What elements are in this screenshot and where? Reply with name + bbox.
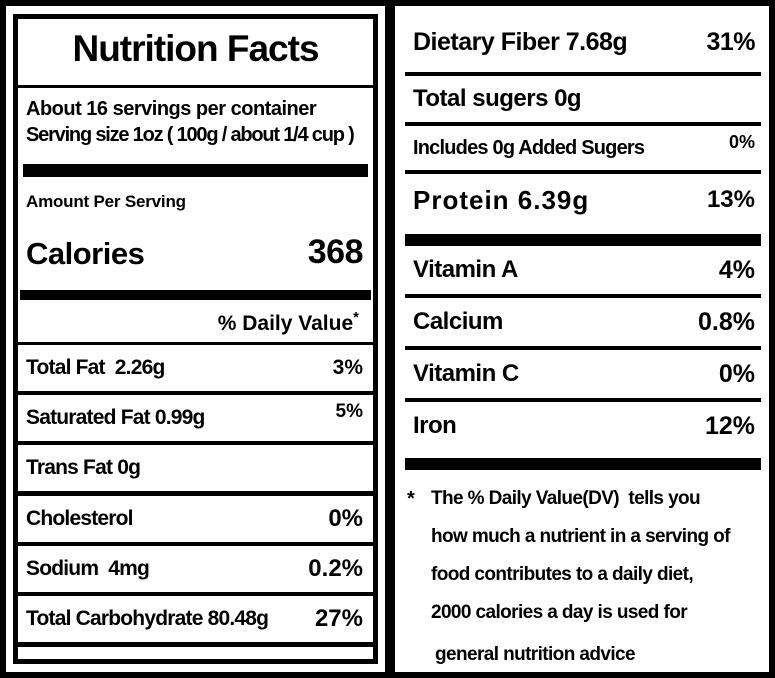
divider-rule <box>18 391 373 395</box>
nutrient-percent: 0% <box>718 359 755 388</box>
divider-rule <box>18 491 373 496</box>
serving-size: Serving size 1oz ( 100g / about 1/4 cup … <box>26 124 355 146</box>
divider-rule <box>405 398 761 402</box>
daily-value-footnote: * The % Daily Value(DV) tells you how mu… <box>405 480 761 672</box>
divider-rule <box>405 122 761 126</box>
footnote-asterisk: * <box>407 488 415 510</box>
thick-separator-bar <box>20 290 371 300</box>
divider-rule <box>405 346 761 350</box>
nutrient-percent: 0.8% <box>698 307 755 336</box>
divider-rule <box>18 542 373 546</box>
divider-rule <box>18 642 373 647</box>
nutrient-name: Vitamin A <box>413 256 518 283</box>
divider-rule <box>405 170 761 174</box>
nutrient-percent: 3% <box>332 356 363 379</box>
nutrient-row-cholesterol: Cholesterol 0% <box>18 496 373 542</box>
calories-row: Calories 368 <box>18 224 373 276</box>
nutrient-row-added-sugars: Includes 0g Added Sugers 0% <box>405 126 761 170</box>
nutrient-name: Calcium <box>413 308 503 335</box>
nutrient-row-dietary-fiber: Dietary Fiber 7.68g 31% <box>405 6 761 72</box>
column-divider <box>385 6 395 672</box>
daily-value-asterisk: * <box>353 309 359 326</box>
nutrient-name: Cholesterol <box>26 507 134 530</box>
left-panel: Nutrition Facts About 16 servings per co… <box>6 6 385 672</box>
nutrient-row-vitamin-a: Vitamin A 4% <box>405 246 761 294</box>
nutrient-row-trans-fat: Trans Fat 0g <box>18 445 373 491</box>
nutrient-row-saturated-fat: Saturated Fat 0.99g 5% <box>18 395 373 441</box>
nutrient-percent: 12% <box>704 411 755 440</box>
nutrient-name: Total sugers 0g <box>413 85 582 112</box>
daily-value-header-text: % Daily Value <box>217 312 354 335</box>
nutrient-name: Trans Fat 0g <box>26 456 141 479</box>
nutrient-name: Dietary Fiber 7.68g <box>413 27 628 56</box>
divider-rule <box>405 72 761 76</box>
thick-separator-bar <box>23 164 368 177</box>
nutrient-name: Saturated Fat 0.99g <box>26 406 205 429</box>
nutrient-row-total-sugars: Total sugers 0g <box>405 76 761 122</box>
nutrient-name: Sodium 4mg <box>26 557 150 580</box>
calories-value: 368 <box>307 233 364 271</box>
nutrient-row-protein: Protein 6.39g 13% <box>405 174 761 226</box>
nutrient-name: Vitamin C <box>413 360 519 387</box>
divider-rule <box>405 294 761 298</box>
nutrient-percent: 5% <box>335 401 363 422</box>
nutrient-name: Includes 0g Added Sugers <box>413 136 645 159</box>
nutrient-name: Protein 6.39g <box>413 184 590 215</box>
footnote-line: 2000 calories a day is used for <box>431 602 688 623</box>
nutrient-percent: 13% <box>706 186 755 213</box>
divider-rule <box>18 441 373 445</box>
footnote-line: general nutrition advice <box>435 644 636 665</box>
thick-separator-bar <box>405 458 761 470</box>
divider-rule <box>18 85 373 88</box>
thick-separator-bar <box>405 234 761 246</box>
nutrient-row-iron: Iron 12% <box>405 402 761 450</box>
nutrient-row-calcium: Calcium 0.8% <box>405 298 761 346</box>
nutrient-name: Iron <box>413 412 457 439</box>
divider-rule <box>18 592 373 596</box>
nutrient-percent: 0.2% <box>308 555 363 582</box>
left-panel-box: Nutrition Facts About 16 servings per co… <box>13 14 378 664</box>
nutrient-percent: 4% <box>718 255 755 284</box>
footnote-line: The % Daily Value(DV) tells you <box>431 488 701 509</box>
nutrition-facts-title: Nutrition Facts <box>72 28 319 69</box>
nutrient-row-sodium: Sodium 4mg 0.2% <box>18 546 373 592</box>
nutrient-percent: 0% <box>728 132 755 152</box>
nutrient-row-total-fat: Total Fat 2.26g 3% <box>18 345 373 391</box>
amount-per-serving-label: Amount Per Serving <box>26 192 186 211</box>
servings-per-container: About 16 servings per container <box>26 98 317 120</box>
nutrient-name: Total Carbohydrate 80.48g <box>26 607 269 630</box>
footnote-line: how much a nutrient in a serving of <box>431 526 730 547</box>
right-panel: Dietary Fiber 7.68g 31% Total sugers 0g … <box>395 6 769 672</box>
daily-value-header: % Daily Value* <box>18 300 373 342</box>
divider-rule <box>18 342 373 345</box>
footnote-line: food contributes to a daily diet, <box>431 564 694 585</box>
nutrient-percent: 27% <box>314 605 363 632</box>
calories-label: Calories <box>26 236 145 271</box>
nutrient-name: Total Fat 2.26g <box>26 356 165 379</box>
nutrient-percent: 31% <box>706 27 755 56</box>
nutrient-percent: 0% <box>328 505 363 532</box>
nutrient-row-total-carbohydrate: Total Carbohydrate 80.48g 27% <box>18 596 373 642</box>
nutrient-row-vitamin-c: Vitamin C 0% <box>405 350 761 398</box>
